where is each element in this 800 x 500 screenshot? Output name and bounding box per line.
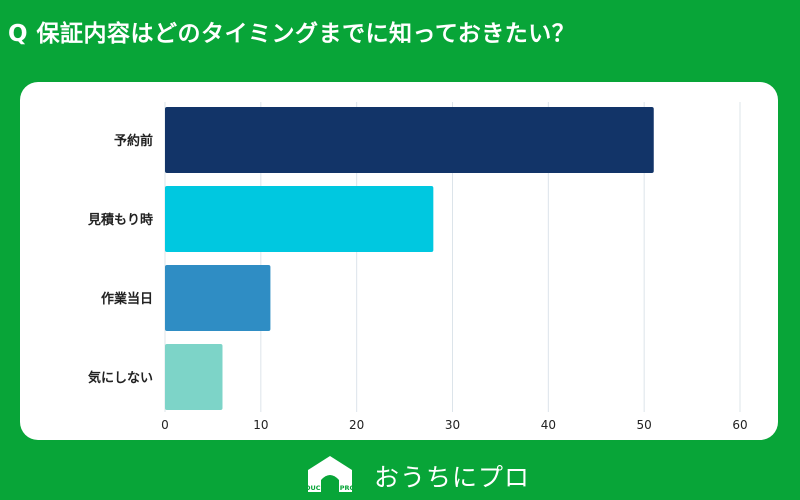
x-tick-label: 60 (732, 418, 747, 432)
x-axis-ticks: 0 10 20 30 40 50 60 (161, 418, 747, 432)
category-label: 見積もり時 (87, 212, 153, 228)
x-tick-label: 50 (637, 418, 652, 432)
house-logo-icon: OUCHI ni PRO (305, 456, 356, 492)
bar (165, 107, 654, 173)
footer: OUCHI ni PRO おうちにプロ (0, 448, 800, 500)
brand-name: おうちにプロ (374, 463, 531, 492)
category-label: 気にしない (88, 370, 153, 386)
x-tick-label: 10 (253, 418, 268, 432)
chart-title: Q 保証内容はどのタイミングまでに知っておきたい？ (8, 21, 576, 47)
x-tick-label: 30 (445, 418, 460, 432)
category-label: 予約前 (114, 133, 153, 149)
x-tick-label: 20 (349, 418, 364, 432)
bars (165, 107, 654, 410)
x-tick-label: 0 (161, 418, 169, 432)
logo-text: OUCHI ni PRO (305, 484, 356, 492)
bar (165, 344, 223, 410)
bar (165, 186, 434, 252)
bar (165, 265, 271, 331)
category-label: 作業当日 (101, 291, 153, 307)
chart-card: 予約前見積もり時作業当日気にしない 0 10 20 30 40 50 60 (20, 82, 778, 440)
x-tick-label: 40 (541, 418, 556, 432)
